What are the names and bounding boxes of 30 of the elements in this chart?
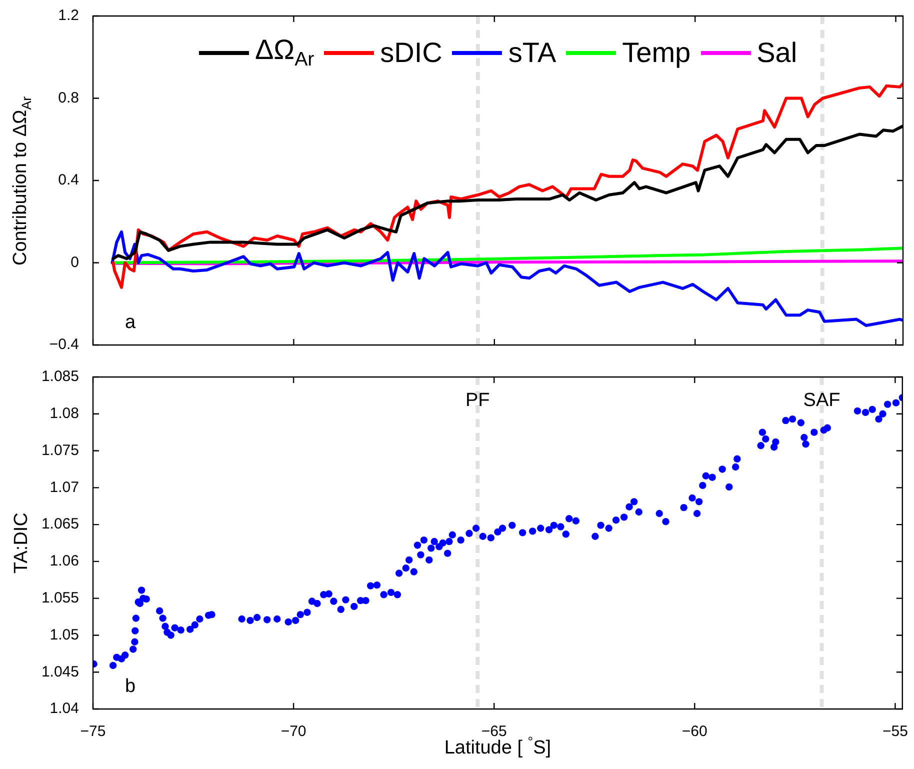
y-tick-label: 1.085 [41, 368, 79, 386]
annotation: b [125, 676, 136, 698]
y-tick-label: 1.05 [50, 626, 79, 644]
y-tick-label: 0.8 [58, 89, 79, 106]
y-tick-label: 0 [70, 254, 79, 271]
y-tick-label: 1.2 [58, 7, 79, 24]
x-tick-label: −70 [280, 723, 306, 740]
y-tick-label: 0.4 [58, 172, 79, 189]
legend-label: sDIC [380, 36, 442, 69]
legend-label: Sal [756, 36, 798, 69]
y-tick-label: 1.06 [50, 552, 79, 570]
y-tick-label: 1.065 [41, 516, 79, 533]
legend-label: Temp [622, 36, 691, 69]
annotation: a [125, 312, 136, 334]
y-tick-label: 1.075 [41, 442, 79, 459]
legend-label: sTA [508, 36, 556, 69]
x-tick-label: −75 [80, 723, 106, 740]
y-axis-title: TA:DIC [11, 512, 33, 574]
y-tick-label: 1.08 [50, 405, 79, 422]
x-tick-label: −60 [682, 723, 708, 740]
y-tick-label: −0.4 [49, 336, 79, 354]
y-tick-label: 1.04 [50, 700, 79, 718]
ref-line-label: SAF [803, 390, 840, 412]
legend-label: ΔΩ$_{Ar}$ [254, 34, 314, 72]
y-tick-label: 1.07 [50, 478, 79, 496]
x-tick-label: −65 [481, 723, 507, 740]
ref-line-label: PF [466, 390, 490, 412]
x-tick-label: −55 [882, 723, 908, 740]
y-tick-label: 1.055 [41, 589, 79, 606]
y-tick-label: 1.045 [41, 663, 79, 680]
